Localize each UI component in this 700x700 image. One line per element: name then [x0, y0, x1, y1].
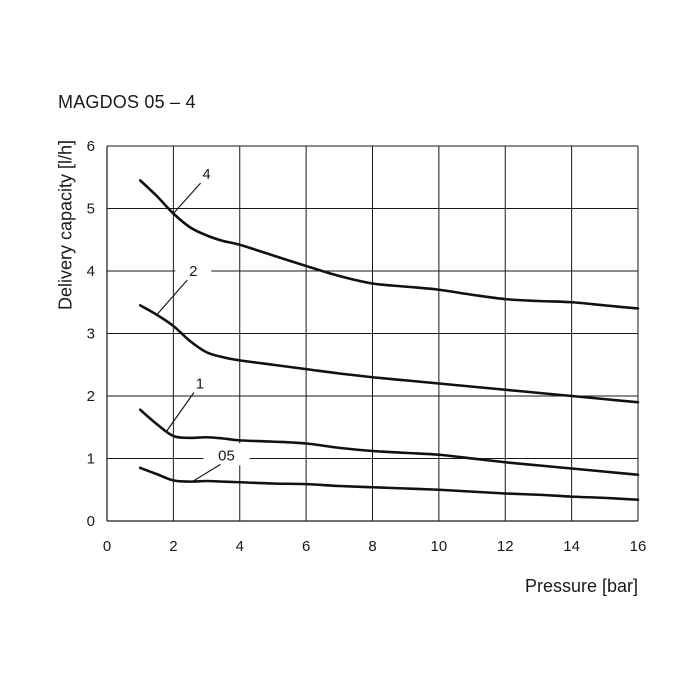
x-tick-label-8: 8 — [368, 538, 376, 555]
series-leader-line-2 — [156, 279, 188, 316]
grid — [107, 145, 639, 521]
series-label-4: 4 — [202, 166, 210, 183]
series-label-mask-4 — [188, 162, 225, 185]
series-labels: 4 2 1 05 — [156, 162, 250, 482]
y-tick-label-3: 3 — [87, 326, 95, 343]
y-tick-label-6: 6 — [87, 138, 95, 155]
axes — [106, 146, 638, 522]
x-tick-label-6: 6 — [302, 538, 310, 555]
series-leader-line-1 — [166, 392, 195, 432]
series-line-1 — [138, 408, 640, 477]
chart-title: MAGDOS 05 – 4 — [58, 92, 196, 112]
y-tick-label-5: 5 — [87, 201, 95, 218]
series-leader-line-05 — [192, 463, 221, 482]
x-tick-label-16: 16 — [630, 538, 647, 555]
series-label-05: 05 — [218, 447, 235, 464]
series-label-1: 1 — [196, 376, 204, 393]
series-lines — [138, 179, 640, 502]
x-tick-label-0: 0 — [103, 538, 111, 555]
series-line-05 — [138, 466, 640, 502]
y-tick-label-0: 0 — [87, 513, 95, 530]
x-tick-label-2: 2 — [169, 538, 177, 555]
x-axis-label: Pressure [bar] — [524, 576, 638, 596]
series-leader-line-4 — [172, 182, 202, 214]
x-tick-label-14: 14 — [563, 538, 580, 555]
series-label-mask-05 — [203, 443, 250, 466]
x-tick-label-10: 10 — [431, 538, 448, 555]
series-label-mask-2 — [175, 259, 212, 281]
series-line-4 — [138, 179, 640, 310]
series-label-mask-1 — [181, 371, 218, 394]
y-tick-label-4: 4 — [87, 263, 95, 280]
series-label-2: 2 — [189, 263, 197, 280]
x-tick-label-12: 12 — [497, 538, 514, 555]
x-tick-label-4: 4 — [236, 538, 244, 555]
y-tick-label-2: 2 — [87, 388, 95, 405]
y-tick-label-1: 1 — [87, 451, 95, 468]
series-line-2 — [138, 304, 640, 404]
